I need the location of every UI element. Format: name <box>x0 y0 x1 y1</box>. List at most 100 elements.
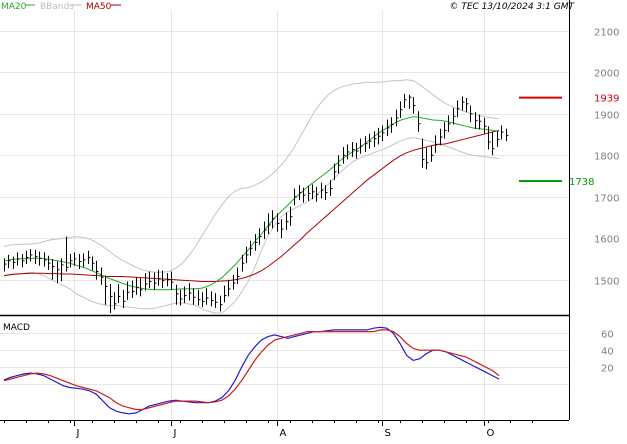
price-bar <box>228 279 231 297</box>
price-bar <box>39 251 42 266</box>
price-bar <box>180 289 183 306</box>
price-bar <box>435 135 438 153</box>
price-tick-label: 2100 <box>594 28 619 39</box>
price-bar <box>312 184 315 200</box>
price-bar <box>290 206 293 226</box>
price-bar <box>462 96 465 111</box>
price-bar <box>272 210 275 229</box>
price-bar <box>22 254 25 268</box>
price-bar <box>409 94 412 109</box>
price-bar <box>114 292 117 310</box>
macd-layer <box>3 326 500 415</box>
price-layer <box>3 79 509 314</box>
price-bar <box>101 267 104 285</box>
macd-tick-label: 20 <box>601 364 614 375</box>
price-bar <box>457 100 460 118</box>
ma50-line <box>3 129 500 282</box>
price-bar <box>255 234 258 251</box>
legend-bbands: BBands <box>40 2 74 12</box>
price-panel <box>0 10 569 315</box>
price-bar <box>167 273 170 287</box>
bband-lower-line <box>3 137 500 314</box>
price-bar <box>418 111 421 133</box>
price-bar <box>334 163 337 181</box>
price-bar <box>277 213 280 232</box>
price-bar <box>57 261 60 284</box>
legend-ma50: MA50 <box>86 2 112 12</box>
price-bar <box>484 117 487 134</box>
price-bar <box>118 283 121 304</box>
price-bar <box>193 288 196 305</box>
month-tick-label: J <box>76 428 80 439</box>
price-tick-label: 1600 <box>594 235 619 246</box>
price-bar <box>431 146 434 162</box>
price-bar <box>224 285 227 303</box>
price-bar <box>61 258 64 282</box>
price-bar <box>268 213 271 235</box>
price-bar <box>145 273 148 291</box>
ma20-line <box>3 116 500 291</box>
resistance-label: 1939 <box>594 94 619 105</box>
macd-tick-label: 60 <box>601 330 614 341</box>
price-bar <box>26 250 29 265</box>
price-bar <box>347 144 350 160</box>
grid-layer <box>0 10 569 420</box>
price-bar <box>369 133 372 149</box>
price-bar <box>48 255 51 270</box>
price-tick-label: 1500 <box>594 277 619 288</box>
price-bar <box>44 252 47 267</box>
axis-layer: 1500 1600 1700 1800 1900 2000 2100 20 40 60 J J A S O <box>4 28 619 439</box>
price-bar <box>330 180 333 196</box>
price-bar <box>382 125 385 142</box>
price-bar <box>338 155 341 174</box>
price-bar <box>391 117 394 133</box>
copyright-text: © TEC 13/10/2024 3:1 GMT <box>449 2 575 12</box>
price-bar <box>387 119 390 137</box>
price-bar <box>343 146 346 164</box>
price-bar <box>132 280 135 299</box>
month-tick-label: J <box>173 428 177 439</box>
price-bar <box>220 295 223 312</box>
price-bar <box>242 254 245 272</box>
price-bar <box>281 219 284 239</box>
price-bar <box>506 128 509 142</box>
price-bar <box>136 277 139 295</box>
price-bar <box>79 254 82 270</box>
price-bar <box>162 270 165 289</box>
price-bar <box>325 185 328 201</box>
price-bar <box>149 271 152 289</box>
price-bar <box>413 97 416 114</box>
price-bar <box>140 278 143 297</box>
price-bar <box>356 142 359 159</box>
macd-tick-label: 40 <box>601 347 614 358</box>
price-bar <box>233 274 236 290</box>
price-bar <box>360 138 363 154</box>
price-bar <box>30 249 33 262</box>
price-bar <box>294 188 297 206</box>
price-bar <box>96 260 99 280</box>
month-tick-label: A <box>280 428 287 439</box>
price-bar <box>303 187 306 203</box>
macd-title: MACD <box>3 323 30 333</box>
price-tick-label: 1800 <box>594 152 619 163</box>
price-bar <box>400 101 403 118</box>
price-bar <box>374 131 377 147</box>
price-bar <box>378 127 381 145</box>
price-bar <box>440 128 443 146</box>
price-bar <box>70 254 73 268</box>
price-bar <box>250 240 253 256</box>
price-bar <box>488 126 491 150</box>
price-tick-label: 1700 <box>594 194 619 205</box>
price-bar <box>470 105 473 123</box>
price-bar <box>316 186 319 202</box>
price-bar <box>215 293 218 309</box>
price-bar <box>202 292 205 308</box>
month-tick-label: S <box>385 428 391 439</box>
price-bar <box>299 185 302 201</box>
price-bar <box>453 107 456 125</box>
price-bar <box>448 115 451 133</box>
price-bar <box>92 256 95 271</box>
price-bar <box>8 254 11 269</box>
price-bar <box>246 246 249 264</box>
price-bar <box>123 289 126 309</box>
